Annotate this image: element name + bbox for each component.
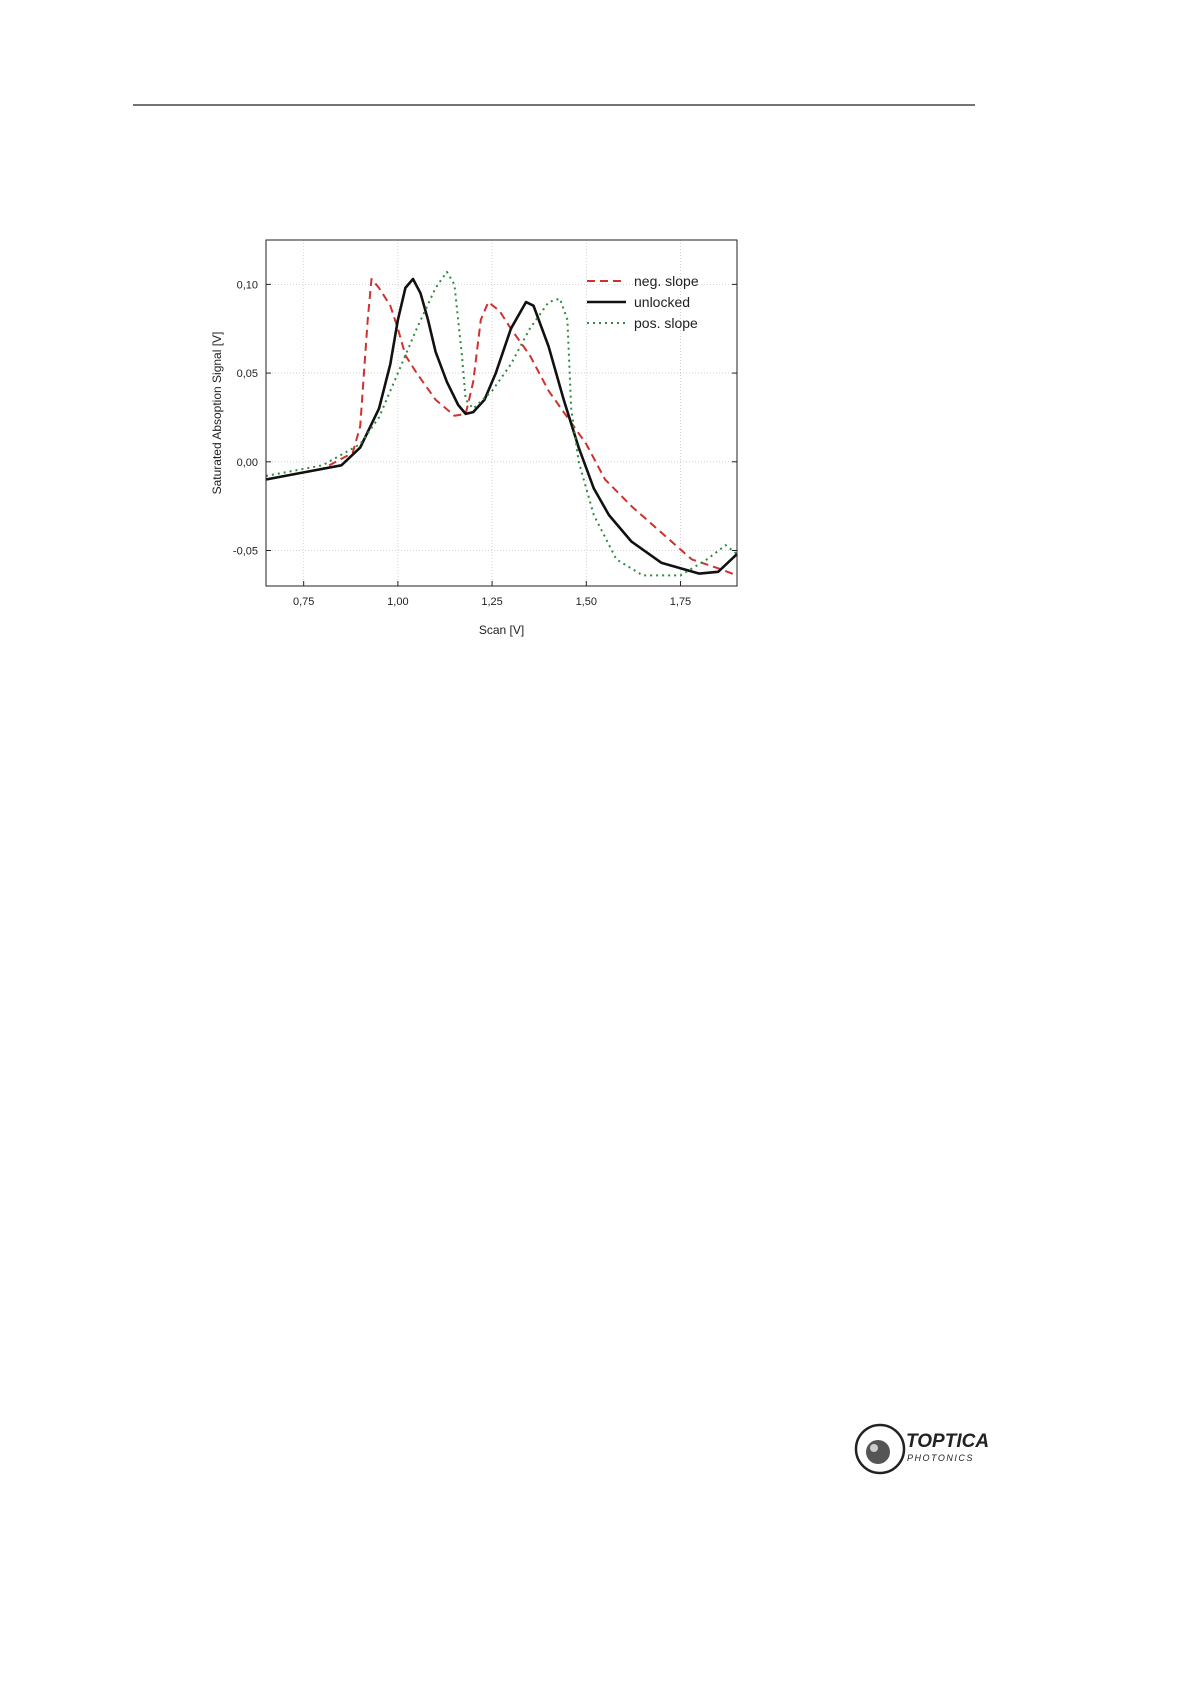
logo-highlight (870, 1444, 878, 1452)
legend-label: pos. slope (634, 315, 698, 331)
x-tick-label: 1,75 (670, 596, 691, 608)
x-tick-label: 0,75 (293, 596, 314, 608)
plot-frame (265, 239, 738, 587)
y-tick-label: 0,10 (237, 279, 258, 291)
x-tick-label: 1,50 (576, 596, 597, 608)
logo-subtitle: PHOTONICS (907, 1453, 974, 1463)
y-tick-label: 0,00 (237, 457, 258, 469)
series-line (265, 278, 738, 577)
series-line (265, 277, 738, 575)
x-tick-label: 1,00 (387, 596, 408, 608)
logo: TOPTICA PHOTONICS (854, 1423, 989, 1475)
series-line (265, 270, 738, 577)
logo-ball (866, 1440, 890, 1464)
y-axis-label: Saturated Absoption Signal [V] (210, 332, 224, 495)
y-tick-label: -0,05 (233, 546, 258, 558)
legend: neg. slope unlocked pos. slope (587, 273, 699, 331)
x-axis-label: Scan [V] (479, 623, 524, 637)
logo-name: TOPTICA (906, 1431, 989, 1452)
legend-label: unlocked (634, 294, 690, 310)
x-tick-label: 1,25 (481, 596, 502, 608)
legend-label: neg. slope (634, 273, 699, 289)
logo-ring (854, 1423, 906, 1475)
chart: 0,75 1,00 1,25 1,50 1,75 -0,05 0,00 0,05 0,10 Sca… (210, 239, 738, 637)
y-tick-label: 0,05 (237, 368, 258, 380)
